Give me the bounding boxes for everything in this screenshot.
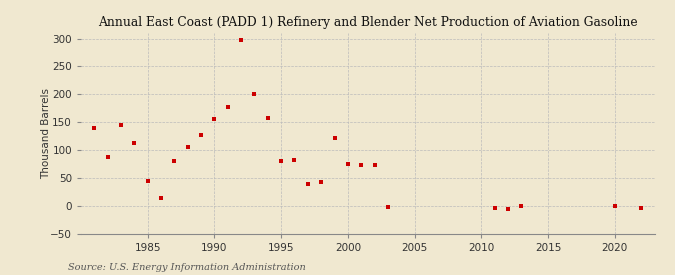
Point	[636, 205, 647, 210]
Point	[342, 162, 353, 166]
Y-axis label: Thousand Barrels: Thousand Barrels	[41, 88, 51, 179]
Point	[89, 126, 100, 130]
Point	[369, 163, 380, 167]
Point	[503, 207, 514, 211]
Point	[103, 155, 113, 159]
Point	[129, 141, 140, 146]
Point	[209, 117, 220, 122]
Point	[182, 145, 193, 149]
Point	[156, 196, 167, 200]
Point	[489, 205, 500, 210]
Point	[329, 136, 340, 140]
Point	[622, 234, 633, 239]
Point	[383, 205, 394, 209]
Point	[169, 159, 180, 163]
Point	[236, 38, 246, 42]
Point	[356, 163, 367, 167]
Text: Source: U.S. Energy Information Administration: Source: U.S. Energy Information Administ…	[68, 263, 305, 272]
Point	[222, 104, 233, 109]
Point	[316, 180, 327, 185]
Point	[115, 123, 126, 127]
Point	[249, 92, 260, 97]
Point	[302, 182, 313, 186]
Point	[610, 204, 620, 208]
Point	[516, 204, 526, 208]
Title: Annual East Coast (PADD 1) Refinery and Blender Net Production of Aviation Gasol: Annual East Coast (PADD 1) Refinery and …	[98, 16, 638, 29]
Point	[289, 157, 300, 162]
Point	[263, 116, 273, 120]
Point	[196, 133, 207, 137]
Point	[142, 178, 153, 183]
Point	[276, 159, 287, 163]
